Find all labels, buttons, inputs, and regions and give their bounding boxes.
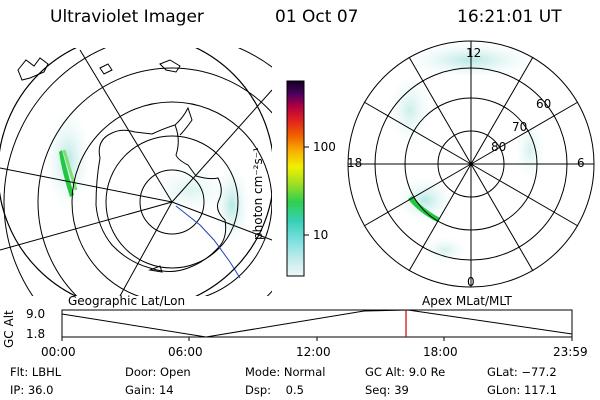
- latitude-rings: [3, 48, 272, 296]
- colorbar: [286, 80, 305, 277]
- colorbar-tick-100: 100: [313, 140, 336, 154]
- date-label: 01 Oct 07: [275, 7, 359, 27]
- continent-outline: [95, 124, 227, 272]
- status-ip: IP: 36.0: [10, 383, 54, 397]
- time-label: 16:21:01 UT: [457, 7, 562, 27]
- timeline-xtick-2: 12:00: [296, 345, 331, 359]
- instrument-title: Ultraviolet Imager: [50, 7, 204, 27]
- aurora-band-polar: [408, 196, 440, 222]
- mlat-label-60: 60: [536, 97, 552, 111]
- status-gc-alt: GC Alt: 9.0 Re: [365, 365, 446, 379]
- colorbar-label: photon cm⁻²s⁻¹: [251, 147, 265, 240]
- colorbar-tick-10: 10: [313, 228, 329, 242]
- satellite-track: [175, 205, 241, 279]
- mlat-label-80: 80: [491, 140, 507, 154]
- status-gain: Gain: 14: [125, 383, 174, 397]
- mlt-label-0: 0: [467, 275, 475, 289]
- mlt-label-18: 18: [347, 156, 363, 170]
- status-seq: Seq: 39: [365, 383, 409, 397]
- status-glat: GLat: −77.2: [487, 365, 557, 379]
- mlt-label-6: 6: [577, 156, 585, 170]
- timeline-plot: [61, 309, 573, 341]
- status-filter: Flt: LBHL: [10, 365, 62, 379]
- status-dsp: Dsp: 0.5: [245, 383, 304, 397]
- polar-caption: Apex MLat/MLT: [422, 294, 512, 308]
- polar-map: [347, 40, 595, 288]
- status-glon: GLon: 117.1: [487, 383, 557, 397]
- geographic-map: [0, 48, 272, 296]
- timeline-xtick-3: 18:00: [423, 345, 458, 359]
- mlat-label-70: 70: [512, 120, 528, 134]
- timeline-xtick-0: 00:00: [41, 345, 76, 359]
- status-mode: Mode: Normal: [245, 365, 326, 379]
- timeline-xtick-4: 23:59: [553, 345, 588, 359]
- mlt-label-12: 12: [466, 46, 482, 60]
- geo-caption: Geographic Lat/Lon: [68, 294, 186, 308]
- altitude-curve: [61, 309, 573, 338]
- meridians: [0, 49, 272, 296]
- status-door: Door: Open: [125, 365, 191, 379]
- timeline-ytick-min: 1.8: [26, 327, 46, 341]
- timeline-xtick-1: 06:00: [168, 345, 203, 359]
- timeline-ylabel: GC Alt: [2, 310, 16, 348]
- aurora-band-left: [59, 150, 74, 197]
- timeline-ytick-max: 9.0: [26, 307, 46, 321]
- aurora-dusk-glow: [397, 178, 453, 222]
